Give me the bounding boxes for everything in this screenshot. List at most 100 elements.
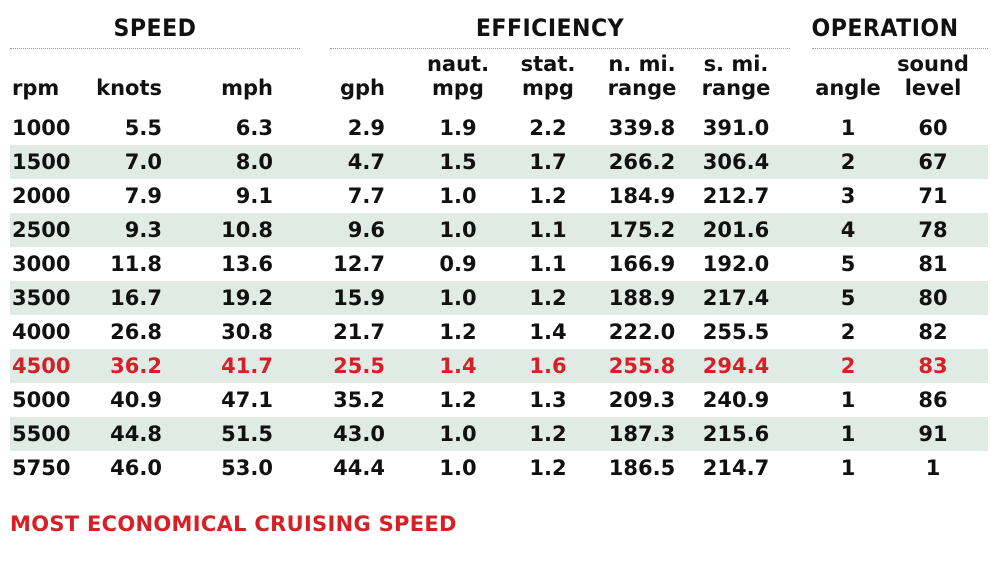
table-cell-mph: 30.8 xyxy=(221,320,273,344)
table-cell-sound: 78 xyxy=(918,218,948,242)
table-cell-stat-mpg: 1.2 xyxy=(529,456,567,480)
table-cell-s-range: 306.4 xyxy=(702,150,770,174)
table-cell-sound: 86 xyxy=(918,388,948,412)
table-cell-knots: 16.7 xyxy=(110,286,162,310)
table-cell-rpm: 5000 xyxy=(12,388,71,412)
group-rule-operation xyxy=(812,48,988,49)
table-cell-rpm: 2500 xyxy=(12,218,71,242)
col-header-line: s. mi. xyxy=(703,52,769,76)
table-cell-angle: 2 xyxy=(840,320,856,344)
col-header-s-range: s. mi. range xyxy=(690,52,782,100)
col-header-line: mpg xyxy=(432,76,484,100)
table-cell-stat-mpg: 1.2 xyxy=(529,286,567,310)
col-header-angle: angle xyxy=(806,76,890,100)
table-cell-mph: 19.2 xyxy=(221,286,273,310)
table-cell-s-range: 201.6 xyxy=(702,218,770,242)
table-cell-mph: 13.6 xyxy=(221,252,273,276)
table-cell-rpm: 3500 xyxy=(12,286,71,310)
table-cell-rpm: 4000 xyxy=(12,320,71,344)
table-cell-naut-mpg: 1.0 xyxy=(439,456,477,480)
row-band xyxy=(10,349,988,383)
table-cell-n-range: 188.9 xyxy=(608,286,676,310)
row-band xyxy=(10,281,988,315)
table-cell-mph: 41.7 xyxy=(221,354,273,378)
col-header-line: range xyxy=(701,76,771,100)
table-cell-knots: 44.8 xyxy=(110,422,162,446)
table-cell-angle: 1 xyxy=(840,116,856,140)
table-cell-naut-mpg: 0.9 xyxy=(439,252,477,276)
table-cell-s-range: 192.0 xyxy=(702,252,770,276)
table-cell-stat-mpg: 1.2 xyxy=(529,184,567,208)
table-cell-rpm: 5750 xyxy=(12,456,71,480)
table-cell-naut-mpg: 1.0 xyxy=(439,218,477,242)
table-cell-angle: 1 xyxy=(840,388,856,412)
table-cell-n-range: 339.8 xyxy=(608,116,676,140)
table-cell-s-range: 391.0 xyxy=(702,116,770,140)
col-header-naut-mpg: naut. mpg xyxy=(418,52,498,100)
table-cell-knots: 5.5 xyxy=(124,116,162,140)
table-cell-n-range: 222.0 xyxy=(608,320,676,344)
table-cell-s-range: 215.6 xyxy=(702,422,770,446)
col-header-line: n. mi. xyxy=(608,52,676,76)
table-cell-s-range: 217.4 xyxy=(702,286,770,310)
col-header-line: level xyxy=(904,76,962,100)
table-cell-stat-mpg: 1.4 xyxy=(529,320,567,344)
table-cell-stat-mpg: 1.1 xyxy=(529,218,567,242)
table-cell-s-range: 214.7 xyxy=(702,456,770,480)
table-cell-stat-mpg: 1.6 xyxy=(529,354,567,378)
table-cell-naut-mpg: 1.5 xyxy=(439,150,477,174)
col-header-line: angle xyxy=(815,76,881,100)
row-band xyxy=(10,417,988,451)
table-cell-angle: 1 xyxy=(840,422,856,446)
col-header-line: mph xyxy=(221,76,273,100)
table-cell-n-range: 184.9 xyxy=(608,184,676,208)
table-cell-n-range: 166.9 xyxy=(608,252,676,276)
table-cell-rpm: 4500 xyxy=(12,354,71,378)
table-cell-naut-mpg: 1.2 xyxy=(439,320,477,344)
table-cell-knots: 40.9 xyxy=(110,388,162,412)
col-header-line: stat. xyxy=(520,52,576,76)
group-rule-efficiency xyxy=(330,48,790,49)
table-cell-n-range: 209.3 xyxy=(608,388,676,412)
col-header-mph: mph xyxy=(195,76,273,100)
table-cell-stat-mpg: 2.2 xyxy=(529,116,567,140)
table-cell-mph: 53.0 xyxy=(221,456,273,480)
table-cell-knots: 7.0 xyxy=(124,150,162,174)
table-cell-angle: 5 xyxy=(840,252,856,276)
table-cell-sound: 71 xyxy=(918,184,948,208)
table-cell-sound: 91 xyxy=(918,422,948,446)
table-cell-naut-mpg: 1.0 xyxy=(439,286,477,310)
table-cell-mph: 6.3 xyxy=(235,116,273,140)
table-cell-knots: 46.0 xyxy=(110,456,162,480)
group-rule-speed xyxy=(10,48,300,49)
col-header-sound: sound level xyxy=(893,52,973,100)
table-cell-rpm: 2000 xyxy=(12,184,71,208)
table-cell-mph: 10.8 xyxy=(221,218,273,242)
table-cell-naut-mpg: 1.2 xyxy=(439,388,477,412)
table-cell-naut-mpg: 1.0 xyxy=(439,184,477,208)
table-cell-s-range: 240.9 xyxy=(702,388,770,412)
col-header-n-range: n. mi. range xyxy=(596,52,688,100)
table-cell-n-range: 255.8 xyxy=(608,354,676,378)
table-cell-sound: 81 xyxy=(918,252,948,276)
table-cell-mph: 51.5 xyxy=(221,422,273,446)
col-header-line: knots xyxy=(96,76,162,100)
col-header-stat-mpg: stat. mpg xyxy=(508,52,588,100)
table-cell-sound: 83 xyxy=(918,354,948,378)
table-cell-n-range: 186.5 xyxy=(608,456,676,480)
table-cell-stat-mpg: 1.1 xyxy=(529,252,567,276)
table-cell-sound: 82 xyxy=(918,320,948,344)
table-cell-stat-mpg: 1.3 xyxy=(529,388,567,412)
table-cell-mph: 47.1 xyxy=(221,388,273,412)
table-cell-gph: 15.9 xyxy=(333,286,385,310)
table-cell-knots: 11.8 xyxy=(110,252,162,276)
table-cell-s-range: 294.4 xyxy=(702,354,770,378)
table-cell-s-range: 212.7 xyxy=(702,184,770,208)
table-cell-gph: 25.5 xyxy=(333,354,385,378)
table-cell-sound: 80 xyxy=(918,286,948,310)
footnote: MOST ECONOMICAL CRUISING SPEED xyxy=(10,512,457,536)
table-cell-angle: 1 xyxy=(840,456,856,480)
row-band xyxy=(10,213,988,247)
table-cell-knots: 26.8 xyxy=(110,320,162,344)
